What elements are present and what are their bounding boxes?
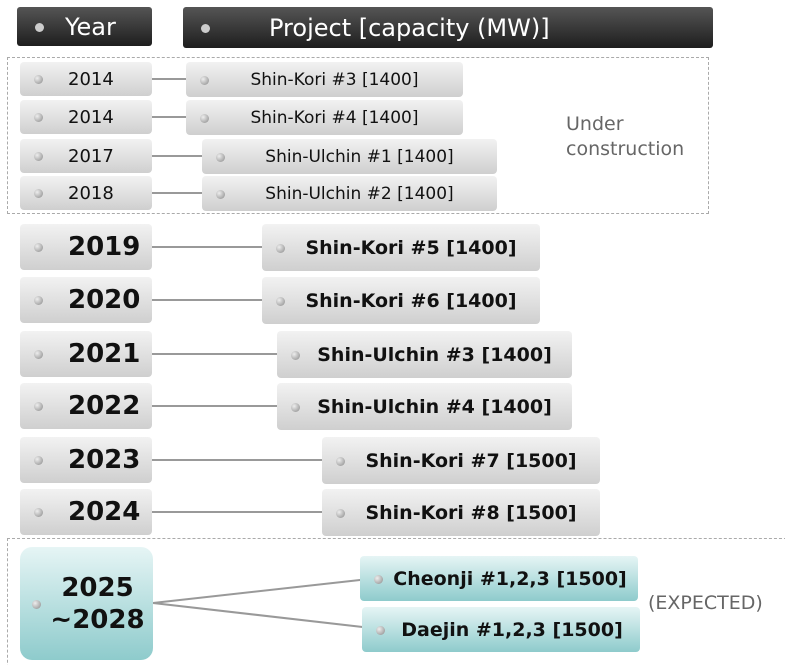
under-construction-label: Under construction — [566, 113, 685, 160]
year-box: 2020 — [20, 277, 152, 323]
year: 2018 — [68, 182, 114, 204]
project-box: Shin-Kori #6 [1400] — [262, 277, 540, 324]
year: ~2028 — [50, 604, 145, 635]
year-header: Year — [17, 7, 152, 46]
project-box: Shin-Ulchin #1 [1400] — [202, 139, 497, 174]
project-box: Shin-Kori #7 [1500] — [322, 437, 600, 484]
project-box: Shin-Ulchin #3 [1400] — [277, 331, 572, 378]
project: Shin-Ulchin #2 [1400] — [265, 183, 454, 204]
project: Shin-Ulchin #1 [1400] — [265, 146, 454, 167]
year: 2023 — [68, 445, 141, 475]
year-box: 2014 — [20, 100, 152, 134]
project-header: Project [capacity (MW)] — [183, 7, 713, 48]
year: 2024 — [68, 497, 141, 527]
year: 2021 — [68, 339, 141, 369]
year-box: 2021 — [20, 331, 152, 377]
project-box: Shin-Kori #3 [1400] — [186, 62, 463, 97]
project-box: Shin-Kori #5 [1400] — [262, 224, 540, 271]
expected-frame — [7, 538, 785, 665]
project-box: Shin-Ulchin #2 [1400] — [202, 176, 497, 211]
year-box: 2014 — [20, 62, 152, 96]
project-box: Cheonji #1,2,3 [1500] — [360, 556, 638, 601]
project: Shin-Ulchin #4 [1400] — [317, 395, 552, 418]
connector — [152, 577, 379, 604]
year-box: 2019 — [20, 224, 152, 270]
project: Shin-Kori #3 [1400] — [250, 69, 419, 90]
project: Shin-Kori #7 [1500] — [365, 449, 577, 472]
year-box: 2022 — [20, 383, 152, 429]
project-header-text: Project [capacity (MW)] — [269, 13, 550, 42]
project: Cheonji #1,2,3 [1500] — [393, 567, 627, 590]
project-box: Shin-Kori #8 [1500] — [322, 489, 600, 536]
project: Shin-Kori #8 [1500] — [365, 501, 577, 524]
project-box: Daejin #1,2,3 [1500] — [362, 607, 640, 652]
project: Shin-Kori #5 [1400] — [305, 236, 517, 259]
year-box: 2017 — [20, 139, 152, 173]
year: 2017 — [68, 145, 114, 167]
project-box: Shin-Kori #4 [1400] — [186, 100, 463, 135]
project: Shin-Ulchin #3 [1400] — [317, 343, 552, 366]
year: 2019 — [68, 232, 141, 262]
year-box: 2023 — [20, 437, 152, 483]
project: Shin-Kori #4 [1400] — [250, 107, 419, 128]
project: Daejin #1,2,3 [1500] — [401, 618, 623, 641]
year: 2022 — [68, 391, 141, 421]
year: 2014 — [68, 106, 114, 128]
year: 2025 — [61, 572, 134, 603]
expected-label: (EXPECTED) — [648, 592, 763, 614]
project-box: Shin-Ulchin #4 [1400] — [277, 383, 572, 430]
year-header-text: Year — [65, 12, 116, 41]
project: Shin-Kori #6 [1400] — [305, 289, 517, 312]
year: 2020 — [68, 285, 141, 315]
connector — [152, 602, 381, 630]
year-box: 2025 ~2028 — [20, 547, 153, 660]
year-box: 2018 — [20, 176, 152, 210]
year: 2014 — [68, 68, 114, 90]
under-construction-frame — [7, 57, 709, 214]
year-box: 2024 — [20, 489, 152, 535]
